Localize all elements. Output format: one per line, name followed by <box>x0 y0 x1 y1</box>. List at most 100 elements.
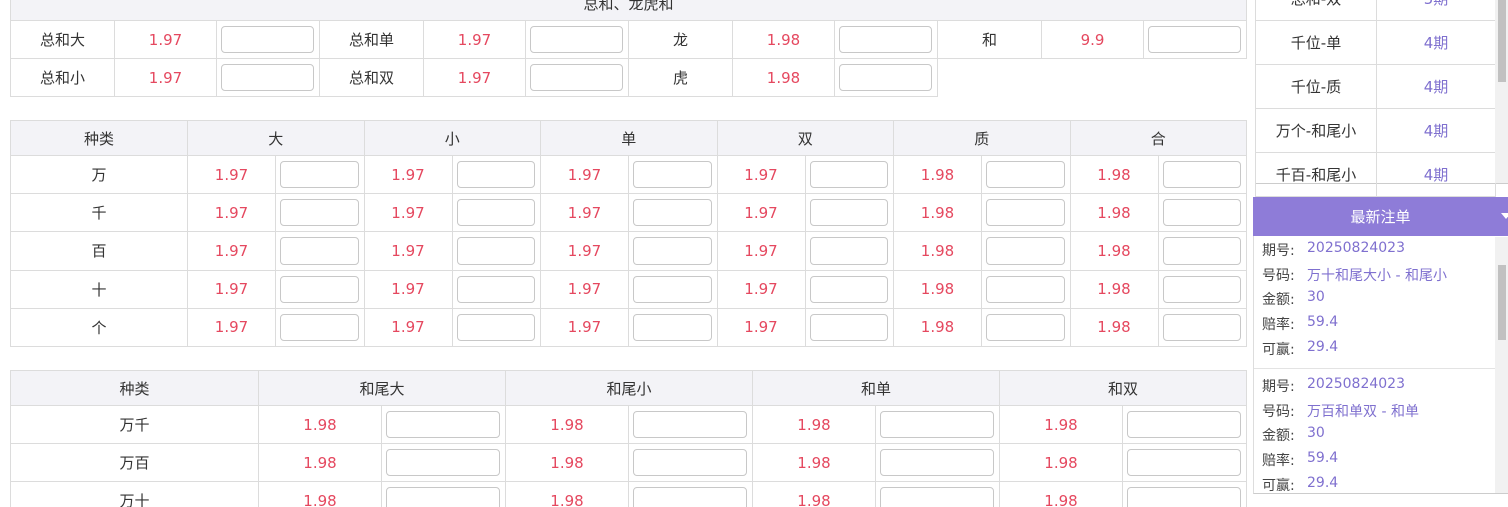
odds-input[interactable] <box>386 449 500 477</box>
bet-label: 总和双 <box>319 58 424 97</box>
odds: 1.98 <box>893 307 982 347</box>
odds: 1.97 <box>540 307 629 347</box>
odds: 1.98 <box>752 481 876 507</box>
odds-input[interactable] <box>1127 449 1241 477</box>
bet-label: 总和单 <box>319 20 424 59</box>
odds: 1.98 <box>732 58 835 97</box>
odds-input[interactable] <box>456 161 535 189</box>
odds: 1.98 <box>752 443 876 483</box>
odds: 1.98 <box>1069 193 1159 233</box>
odds-input[interactable] <box>1127 411 1241 439</box>
input-cell <box>834 58 938 97</box>
scroll-thumb <box>1498 265 1506 340</box>
odds: 1.97 <box>363 269 453 309</box>
odds: 1.98 <box>1069 307 1159 347</box>
odds-input[interactable] <box>530 26 623 53</box>
odds-input[interactable] <box>633 487 747 507</box>
column-header: 种类 <box>10 370 259 406</box>
row-label: 万 <box>10 155 188 195</box>
bet-label: 总和大 <box>10 20 115 59</box>
dropdown-arrow[interactable] <box>1501 213 1508 219</box>
row-label: 万千 <box>10 405 259 445</box>
odds-input[interactable] <box>880 487 994 507</box>
odds-input[interactable] <box>280 275 359 303</box>
odds-input[interactable] <box>1162 275 1241 303</box>
field-label: 号码: <box>1262 403 1295 420</box>
odds-input[interactable] <box>809 237 888 265</box>
odds-input[interactable] <box>280 313 359 341</box>
odds: 1.97 <box>716 307 806 347</box>
row-label: 万十 <box>10 481 259 507</box>
odds-input[interactable] <box>633 237 712 265</box>
odds-input[interactable] <box>280 199 359 227</box>
odds-input[interactable] <box>839 64 932 91</box>
odds: 1.97 <box>363 193 453 233</box>
odds-input[interactable] <box>880 449 994 477</box>
odds-input[interactable] <box>1162 237 1241 265</box>
scroll-thumb <box>1498 0 1506 82</box>
panel-value: 5期 <box>1376 0 1496 21</box>
odds-input[interactable] <box>633 161 712 189</box>
odds-input[interactable] <box>530 64 623 91</box>
odds: 1.98 <box>752 405 876 445</box>
odds-input[interactable] <box>809 275 888 303</box>
panel-label: 千百-和尾小 <box>1255 152 1377 197</box>
odds-input[interactable] <box>456 313 535 341</box>
odds-input[interactable] <box>986 199 1065 227</box>
odds-input[interactable] <box>809 161 888 189</box>
field-label: 号码: <box>1262 267 1295 284</box>
odds-input[interactable] <box>386 411 500 439</box>
odds-input[interactable] <box>880 411 994 439</box>
column-header: 和单 <box>752 370 1000 406</box>
bet-label: 和 <box>937 20 1042 59</box>
odds-input[interactable] <box>633 199 712 227</box>
odds-input[interactable] <box>633 449 747 477</box>
column-header: 种类 <box>10 120 188 156</box>
odds-input[interactable] <box>986 161 1065 189</box>
odds: 1.97 <box>716 231 806 271</box>
odds-input[interactable] <box>809 313 888 341</box>
odds: 1.98 <box>999 481 1123 507</box>
odds-input[interactable] <box>456 199 535 227</box>
odds-input[interactable] <box>456 237 535 265</box>
odds-input[interactable] <box>986 237 1065 265</box>
field-value: 59.4 <box>1307 314 1339 331</box>
odds: 1.98 <box>999 405 1123 445</box>
row-label: 个 <box>10 307 188 347</box>
odds: 1.97 <box>540 155 629 195</box>
odds-input[interactable] <box>386 487 500 507</box>
odds-input[interactable] <box>1162 313 1241 341</box>
odds-input[interactable] <box>280 161 359 189</box>
field-label: 金额: <box>1262 292 1295 309</box>
odds-input[interactable] <box>280 237 359 265</box>
odds-input[interactable] <box>986 275 1065 303</box>
odds-input[interactable] <box>839 26 932 53</box>
odds-input[interactable] <box>1162 199 1241 227</box>
odds: 1.98 <box>258 481 382 507</box>
row-label: 千 <box>10 193 188 233</box>
column-header: 和双 <box>999 370 1247 406</box>
odds-input[interactable] <box>1127 487 1241 507</box>
odds-input[interactable] <box>1148 26 1241 53</box>
odds-input[interactable] <box>1162 161 1241 189</box>
odds-input[interactable] <box>456 275 535 303</box>
odds-input[interactable] <box>633 275 712 303</box>
field-value: 29.4 <box>1307 474 1339 491</box>
odds: 1.97 <box>423 20 526 59</box>
panel-label: 千位-质 <box>1255 64 1377 109</box>
odds: 1.98 <box>893 155 982 195</box>
odds-input[interactable] <box>221 64 314 91</box>
field-value: 29.4 <box>1307 338 1339 355</box>
column-header: 质 <box>893 120 1071 156</box>
odds: 1.98 <box>1069 269 1159 309</box>
odds-input[interactable] <box>809 199 888 227</box>
odds: 9.9 <box>1041 20 1144 59</box>
odds-input[interactable] <box>986 313 1065 341</box>
panel-value: 4期 <box>1376 152 1496 197</box>
odds-input[interactable] <box>633 411 747 439</box>
separator <box>1254 368 1495 369</box>
odds-input[interactable] <box>221 26 314 53</box>
odds: 1.98 <box>258 405 382 445</box>
odds-input[interactable] <box>633 313 712 341</box>
